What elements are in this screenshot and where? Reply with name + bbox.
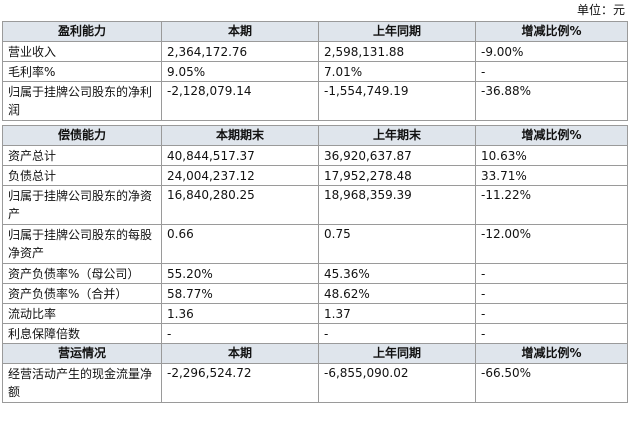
row-label: 资产总计	[2, 145, 162, 166]
current-value: 24,004,237.12	[161, 165, 319, 186]
row-label: 资产负债率%（合并）	[2, 283, 162, 304]
table-row: 流动比率 1.36 1.37 -	[2, 303, 628, 324]
current-value: -	[161, 323, 319, 344]
change-percent: -66.50%	[475, 363, 628, 403]
prior-value: 1.37	[318, 303, 476, 324]
change-percent: -36.88%	[475, 81, 628, 121]
header-cell: 上年同期	[318, 343, 476, 364]
prior-value: -1,554,749.19	[318, 81, 476, 121]
table-row: 资产负债率%（合并） 58.77% 48.62% -	[2, 283, 628, 304]
header-cell: 营运情况	[2, 343, 162, 364]
section-header-solvency: 偿债能力 本期期末 上年期末 增减比例%	[2, 125, 628, 146]
header-cell: 偿债能力	[2, 125, 162, 146]
row-label: 毛利率%	[2, 61, 162, 82]
table-row: 归属于挂牌公司股东的净利润 -2,128,079.14 -1,554,749.1…	[2, 81, 628, 121]
change-percent: -9.00%	[475, 41, 628, 62]
current-value: 16,840,280.25	[161, 185, 319, 225]
row-label: 资产负债率%（母公司）	[2, 263, 162, 284]
table-row: 利息保障倍数 - - -	[2, 323, 628, 344]
row-label: 营业收入	[2, 41, 162, 62]
header-cell: 上年同期	[318, 21, 476, 42]
prior-value: 7.01%	[318, 61, 476, 82]
change-percent: -	[475, 61, 628, 82]
change-percent: 10.63%	[475, 145, 628, 166]
header-cell: 盈利能力	[2, 21, 162, 42]
change-percent: -	[475, 283, 628, 304]
header-cell: 本期	[161, 21, 319, 42]
prior-value: 2,598,131.88	[318, 41, 476, 62]
row-label: 归属于挂牌公司股东的净利润	[2, 81, 162, 121]
header-cell: 本期期末	[161, 125, 319, 146]
table-row: 负债总计 24,004,237.12 17,952,278.48 33.71%	[2, 165, 628, 186]
change-percent: -	[475, 303, 628, 324]
row-label: 归属于挂牌公司股东的净资产	[2, 185, 162, 225]
header-cell: 增减比例%	[475, 21, 628, 42]
header-cell: 增减比例%	[475, 343, 628, 364]
row-label: 负债总计	[2, 165, 162, 186]
prior-value: -	[318, 323, 476, 344]
change-percent: 33.71%	[475, 165, 628, 186]
section-header-operations: 营运情况 本期 上年同期 增减比例%	[2, 343, 628, 364]
change-percent: -11.22%	[475, 185, 628, 225]
change-percent: -	[475, 263, 628, 284]
current-value: -2,128,079.14	[161, 81, 319, 121]
unit-label: 单位：元	[576, 3, 625, 17]
current-value: 58.77%	[161, 283, 319, 304]
prior-value: 17,952,278.48	[318, 165, 476, 186]
header-cell: 上年期末	[318, 125, 476, 146]
row-label: 流动比率	[2, 303, 162, 324]
prior-value: -6,855,090.02	[318, 363, 476, 403]
table-row: 营业收入 2,364,172.76 2,598,131.88 -9.00%	[2, 41, 628, 62]
current-value: -2,296,524.72	[161, 363, 319, 403]
table-row: 资产负债率%（母公司） 55.20% 45.36% -	[2, 263, 628, 284]
prior-value: 45.36%	[318, 263, 476, 284]
row-label: 归属于挂牌公司股东的每股净资产	[2, 224, 162, 264]
row-label: 经营活动产生的现金流量净额	[2, 363, 162, 403]
header-cell: 本期	[161, 343, 319, 364]
change-percent: -12.00%	[475, 224, 628, 264]
table-row: 毛利率% 9.05% 7.01% -	[2, 61, 628, 82]
financial-indicators-table: 盈利能力 本期 上年同期 增减比例% 营业收入 2,364,172.76 2,5…	[2, 21, 628, 403]
header-cell: 增减比例%	[475, 125, 628, 146]
table-row: 资产总计 40,844,517.37 36,920,637.87 10.63%	[2, 145, 628, 166]
current-value: 55.20%	[161, 263, 319, 284]
table-row: 归属于挂牌公司股东的净资产 16,840,280.25 18,968,359.3…	[2, 185, 628, 225]
current-value: 2,364,172.76	[161, 41, 319, 62]
prior-value: 48.62%	[318, 283, 476, 304]
current-value: 40,844,517.37	[161, 145, 319, 166]
section-header-profitability: 盈利能力 本期 上年同期 增减比例%	[2, 21, 628, 42]
current-value: 0.66	[161, 224, 319, 264]
table-row: 经营活动产生的现金流量净额 -2,296,524.72 -6,855,090.0…	[2, 363, 628, 403]
row-label: 利息保障倍数	[2, 323, 162, 344]
table-row: 归属于挂牌公司股东的每股净资产 0.66 0.75 -12.00%	[2, 224, 628, 264]
prior-value: 36,920,637.87	[318, 145, 476, 166]
prior-value: 18,968,359.39	[318, 185, 476, 225]
current-value: 9.05%	[161, 61, 319, 82]
change-percent: -	[475, 323, 628, 344]
current-value: 1.36	[161, 303, 319, 324]
prior-value: 0.75	[318, 224, 476, 264]
